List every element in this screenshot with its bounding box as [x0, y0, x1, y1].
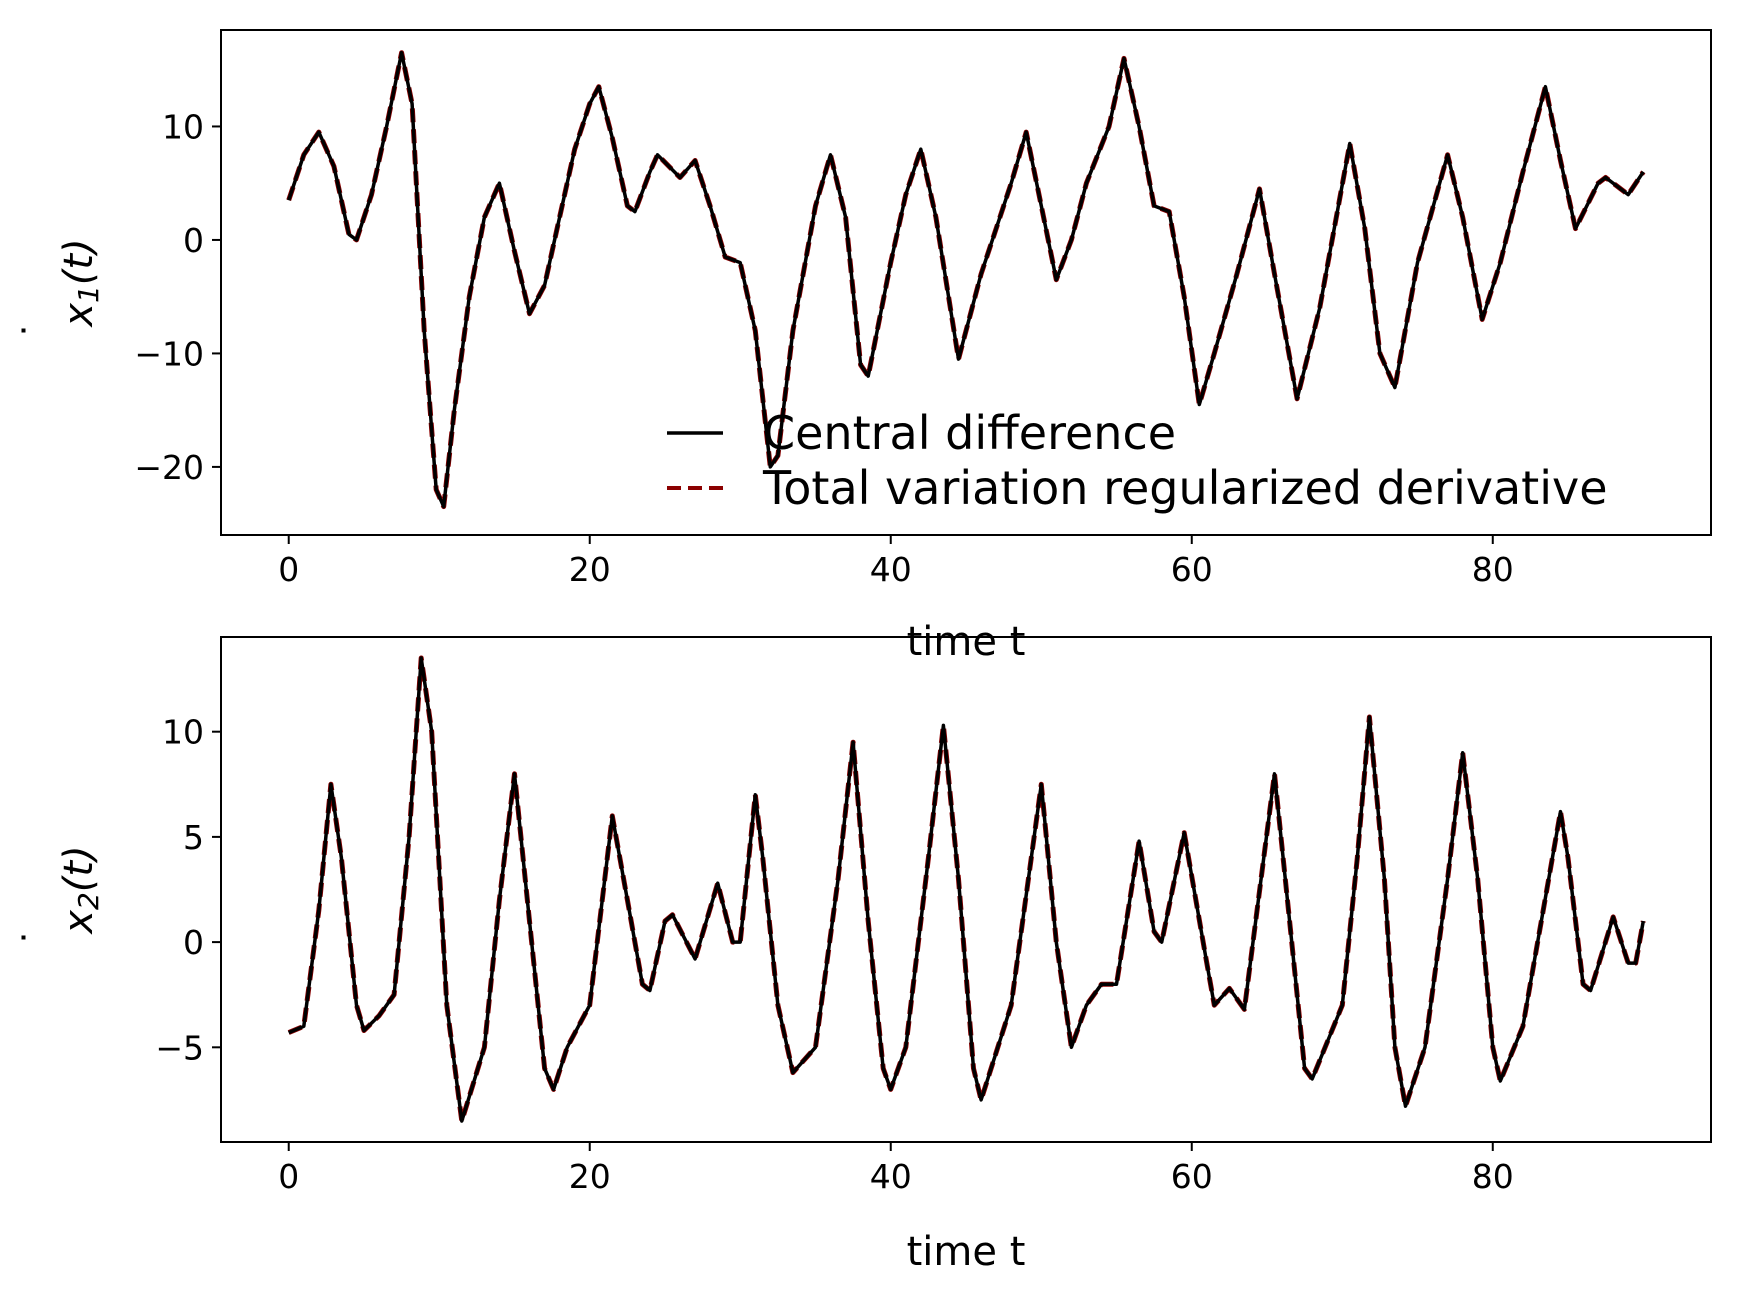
y-tick-label: 0 [183, 923, 204, 962]
xticks-bottom: 0 20 40 60 80 [278, 1142, 1514, 1196]
x-tick-label: 0 [278, 550, 299, 589]
axes-top: 0 20 40 60 80 −20 −10 0 10 time t x1(t) ˙ Centr… [16, 29, 1712, 665]
y-tick-label: 10 [162, 107, 204, 146]
axes-bottom: 0 20 40 60 80 −5 0 5 10 time t x2(t) ˙ [16, 636, 1712, 1275]
y-axis-label-rest: (t) [56, 238, 102, 285]
x-tick-label: 60 [1171, 550, 1213, 589]
plot-area-top [286, 50, 1646, 510]
x-tick-label: 60 [1171, 1157, 1213, 1196]
y-axis-label-subscript: 2 [72, 892, 105, 910]
y-tick-label: 5 [183, 818, 204, 857]
y-tick-label: −5 [155, 1028, 204, 1067]
xticks-top: 0 20 40 60 80 [278, 535, 1514, 589]
series-line-0 [287, 50, 1645, 509]
y-axis-label-bottom: x2(t) [56, 845, 105, 935]
legend-label-central-difference: Central difference [763, 406, 1176, 460]
y-tick-label: 0 [183, 221, 204, 260]
y-axis-label-dot: ˙ [16, 321, 62, 341]
y-axis-label-subscript: 1 [72, 285, 105, 303]
x-tick-label: 20 [569, 550, 611, 589]
plot-area-bottom [287, 655, 1646, 1124]
axes-frame-top [220, 29, 1712, 536]
y-axis-label-base: x [56, 910, 102, 936]
axes-frame-bottom [220, 636, 1712, 1143]
x-tick-label: 80 [1472, 550, 1514, 589]
series-line-0 [288, 656, 1646, 1123]
yticks-bottom: −5 0 5 10 [155, 713, 221, 1067]
x-tick-label: 0 [278, 1157, 299, 1196]
series-line-1 [287, 655, 1646, 1124]
y-tick-label: −10 [134, 334, 204, 373]
legend-label-tv-derivative: Total variation regularized derivative [762, 461, 1608, 515]
x-tick-label: 20 [569, 1157, 611, 1196]
legend: Central difference Total variation regul… [667, 406, 1608, 515]
x-axis-label-top: time t [907, 619, 1026, 665]
yticks-top: −20 −10 0 10 [134, 107, 221, 487]
x-tick-label: 80 [1472, 1157, 1514, 1196]
y-axis-label-rest: (t) [56, 845, 102, 892]
y-axis-label-base: x [56, 303, 102, 329]
y-axis-label-dot: ˙ [16, 928, 62, 948]
y-tick-label: −20 [134, 448, 204, 487]
x-tick-label: 40 [870, 550, 912, 589]
y-axis-label-top: x1(t) [56, 238, 105, 328]
y-tick-label: 10 [162, 713, 204, 752]
x-axis-label-bottom: time t [907, 1229, 1026, 1275]
x-tick-label: 40 [870, 1157, 912, 1196]
